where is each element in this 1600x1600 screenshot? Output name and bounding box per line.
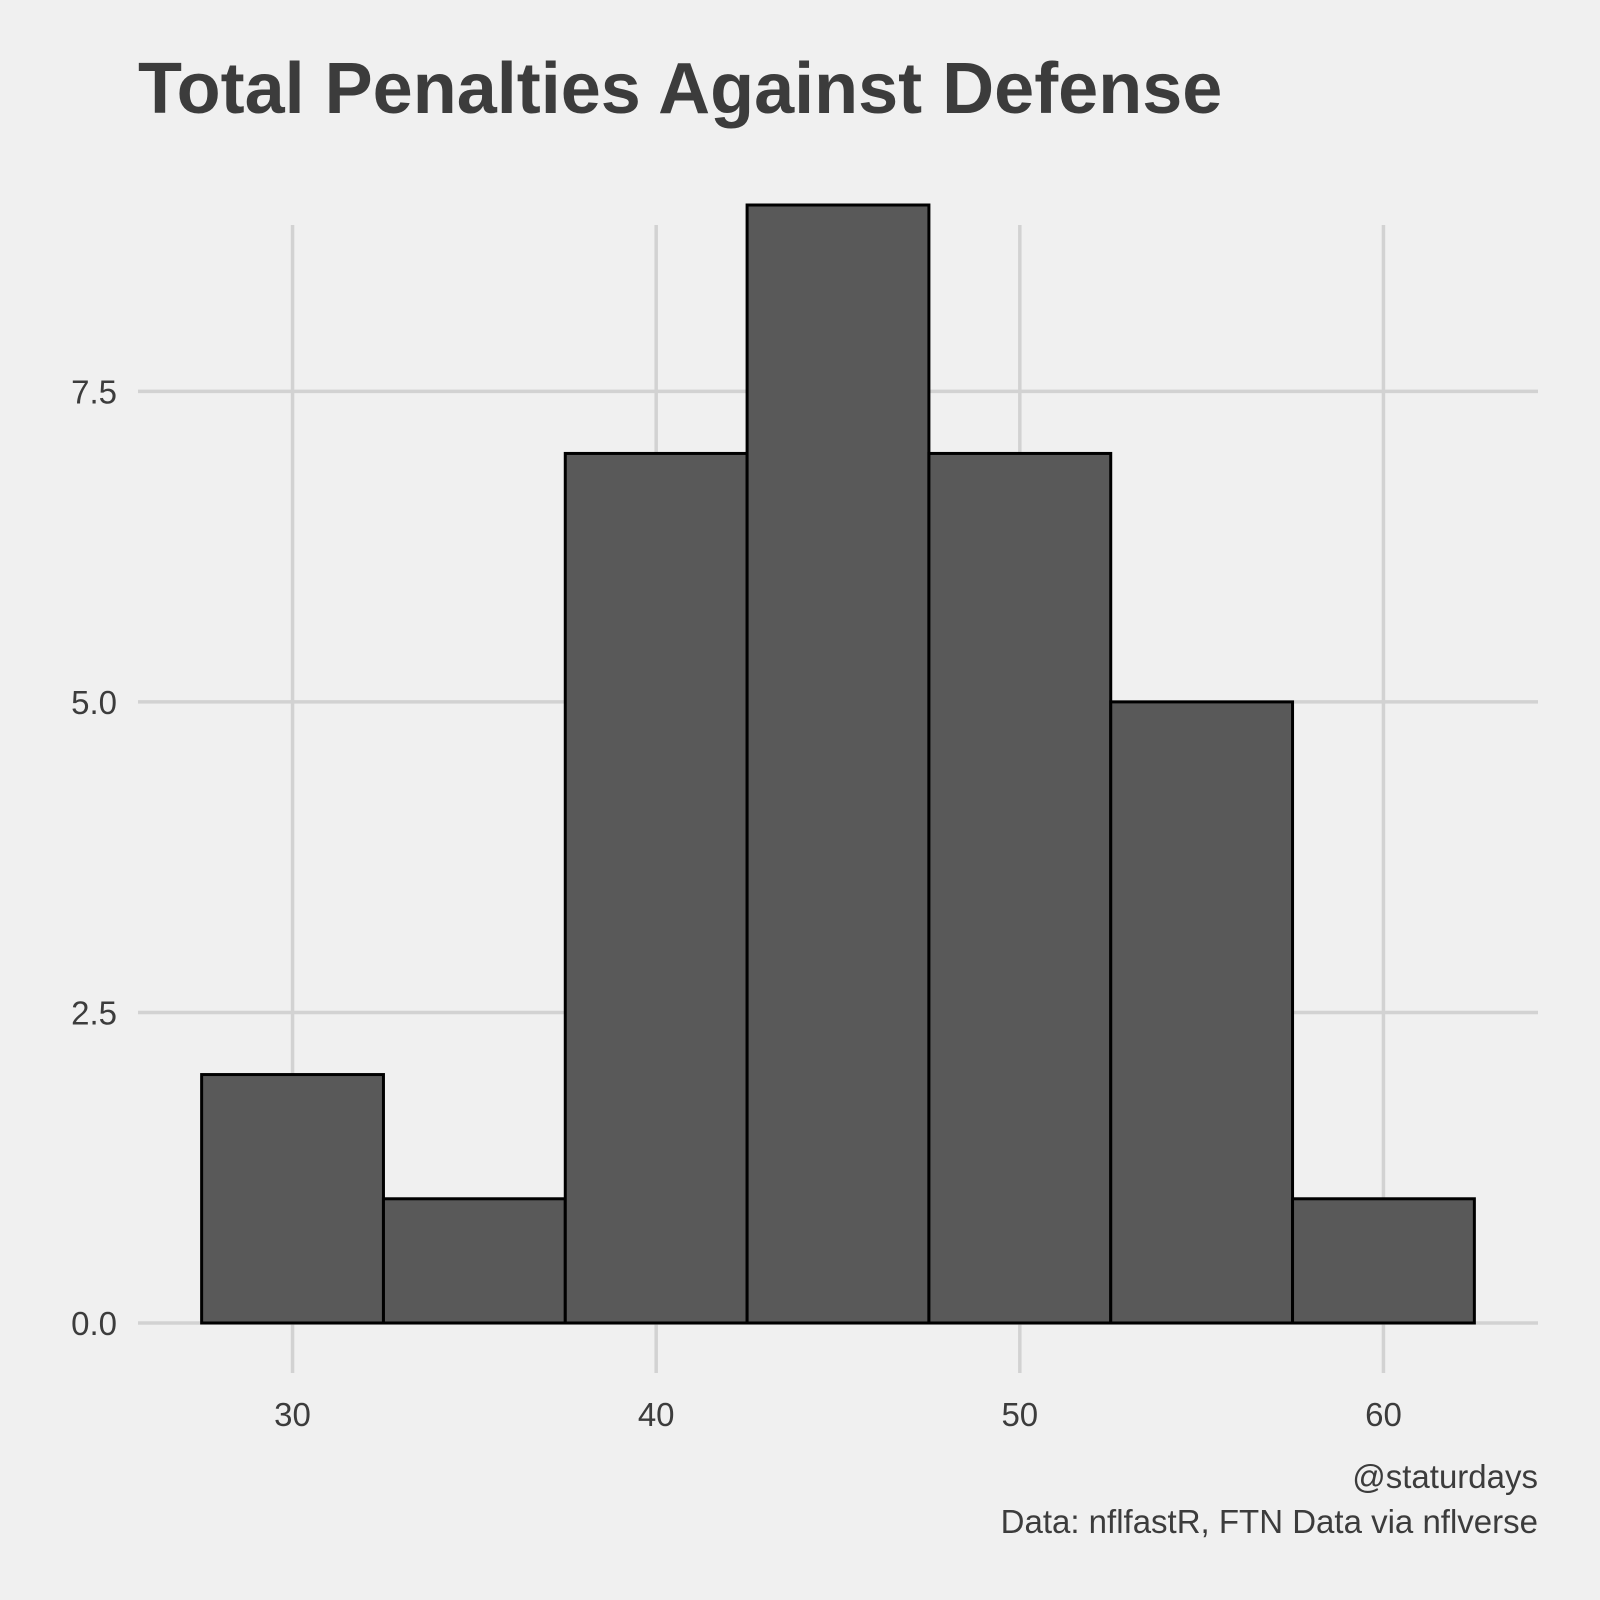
caption-source: Data: nflfastR, FTN Data via nflverse bbox=[1001, 1503, 1538, 1540]
x-tick-label: 50 bbox=[1001, 1396, 1038, 1433]
histogram-bar bbox=[1291, 1197, 1476, 1325]
histogram-bar bbox=[563, 451, 749, 1325]
bar-layer bbox=[200, 203, 1476, 1325]
chart-title: Total Penalties Against Defense bbox=[138, 49, 1222, 129]
y-tick-label: 0.0 bbox=[71, 1305, 117, 1342]
histogram-bar bbox=[200, 1073, 385, 1325]
histogram-bar bbox=[381, 1197, 567, 1325]
y-tick-label: 2.5 bbox=[71, 994, 117, 1031]
histogram-bar bbox=[1109, 700, 1295, 1325]
histogram-bar bbox=[927, 451, 1113, 1325]
axis-labels: 0.0 2.5 5.0 7.5 30 40 50 60 bbox=[71, 373, 1402, 1433]
y-tick-label: 5.0 bbox=[71, 684, 117, 721]
histogram-bar bbox=[745, 203, 931, 1325]
x-tick-label: 40 bbox=[638, 1396, 675, 1433]
caption-author: @staturdays bbox=[1352, 1458, 1538, 1495]
x-tick-label: 60 bbox=[1365, 1396, 1402, 1433]
x-tick-label: 30 bbox=[274, 1396, 311, 1433]
y-tick-label: 7.5 bbox=[71, 373, 117, 410]
